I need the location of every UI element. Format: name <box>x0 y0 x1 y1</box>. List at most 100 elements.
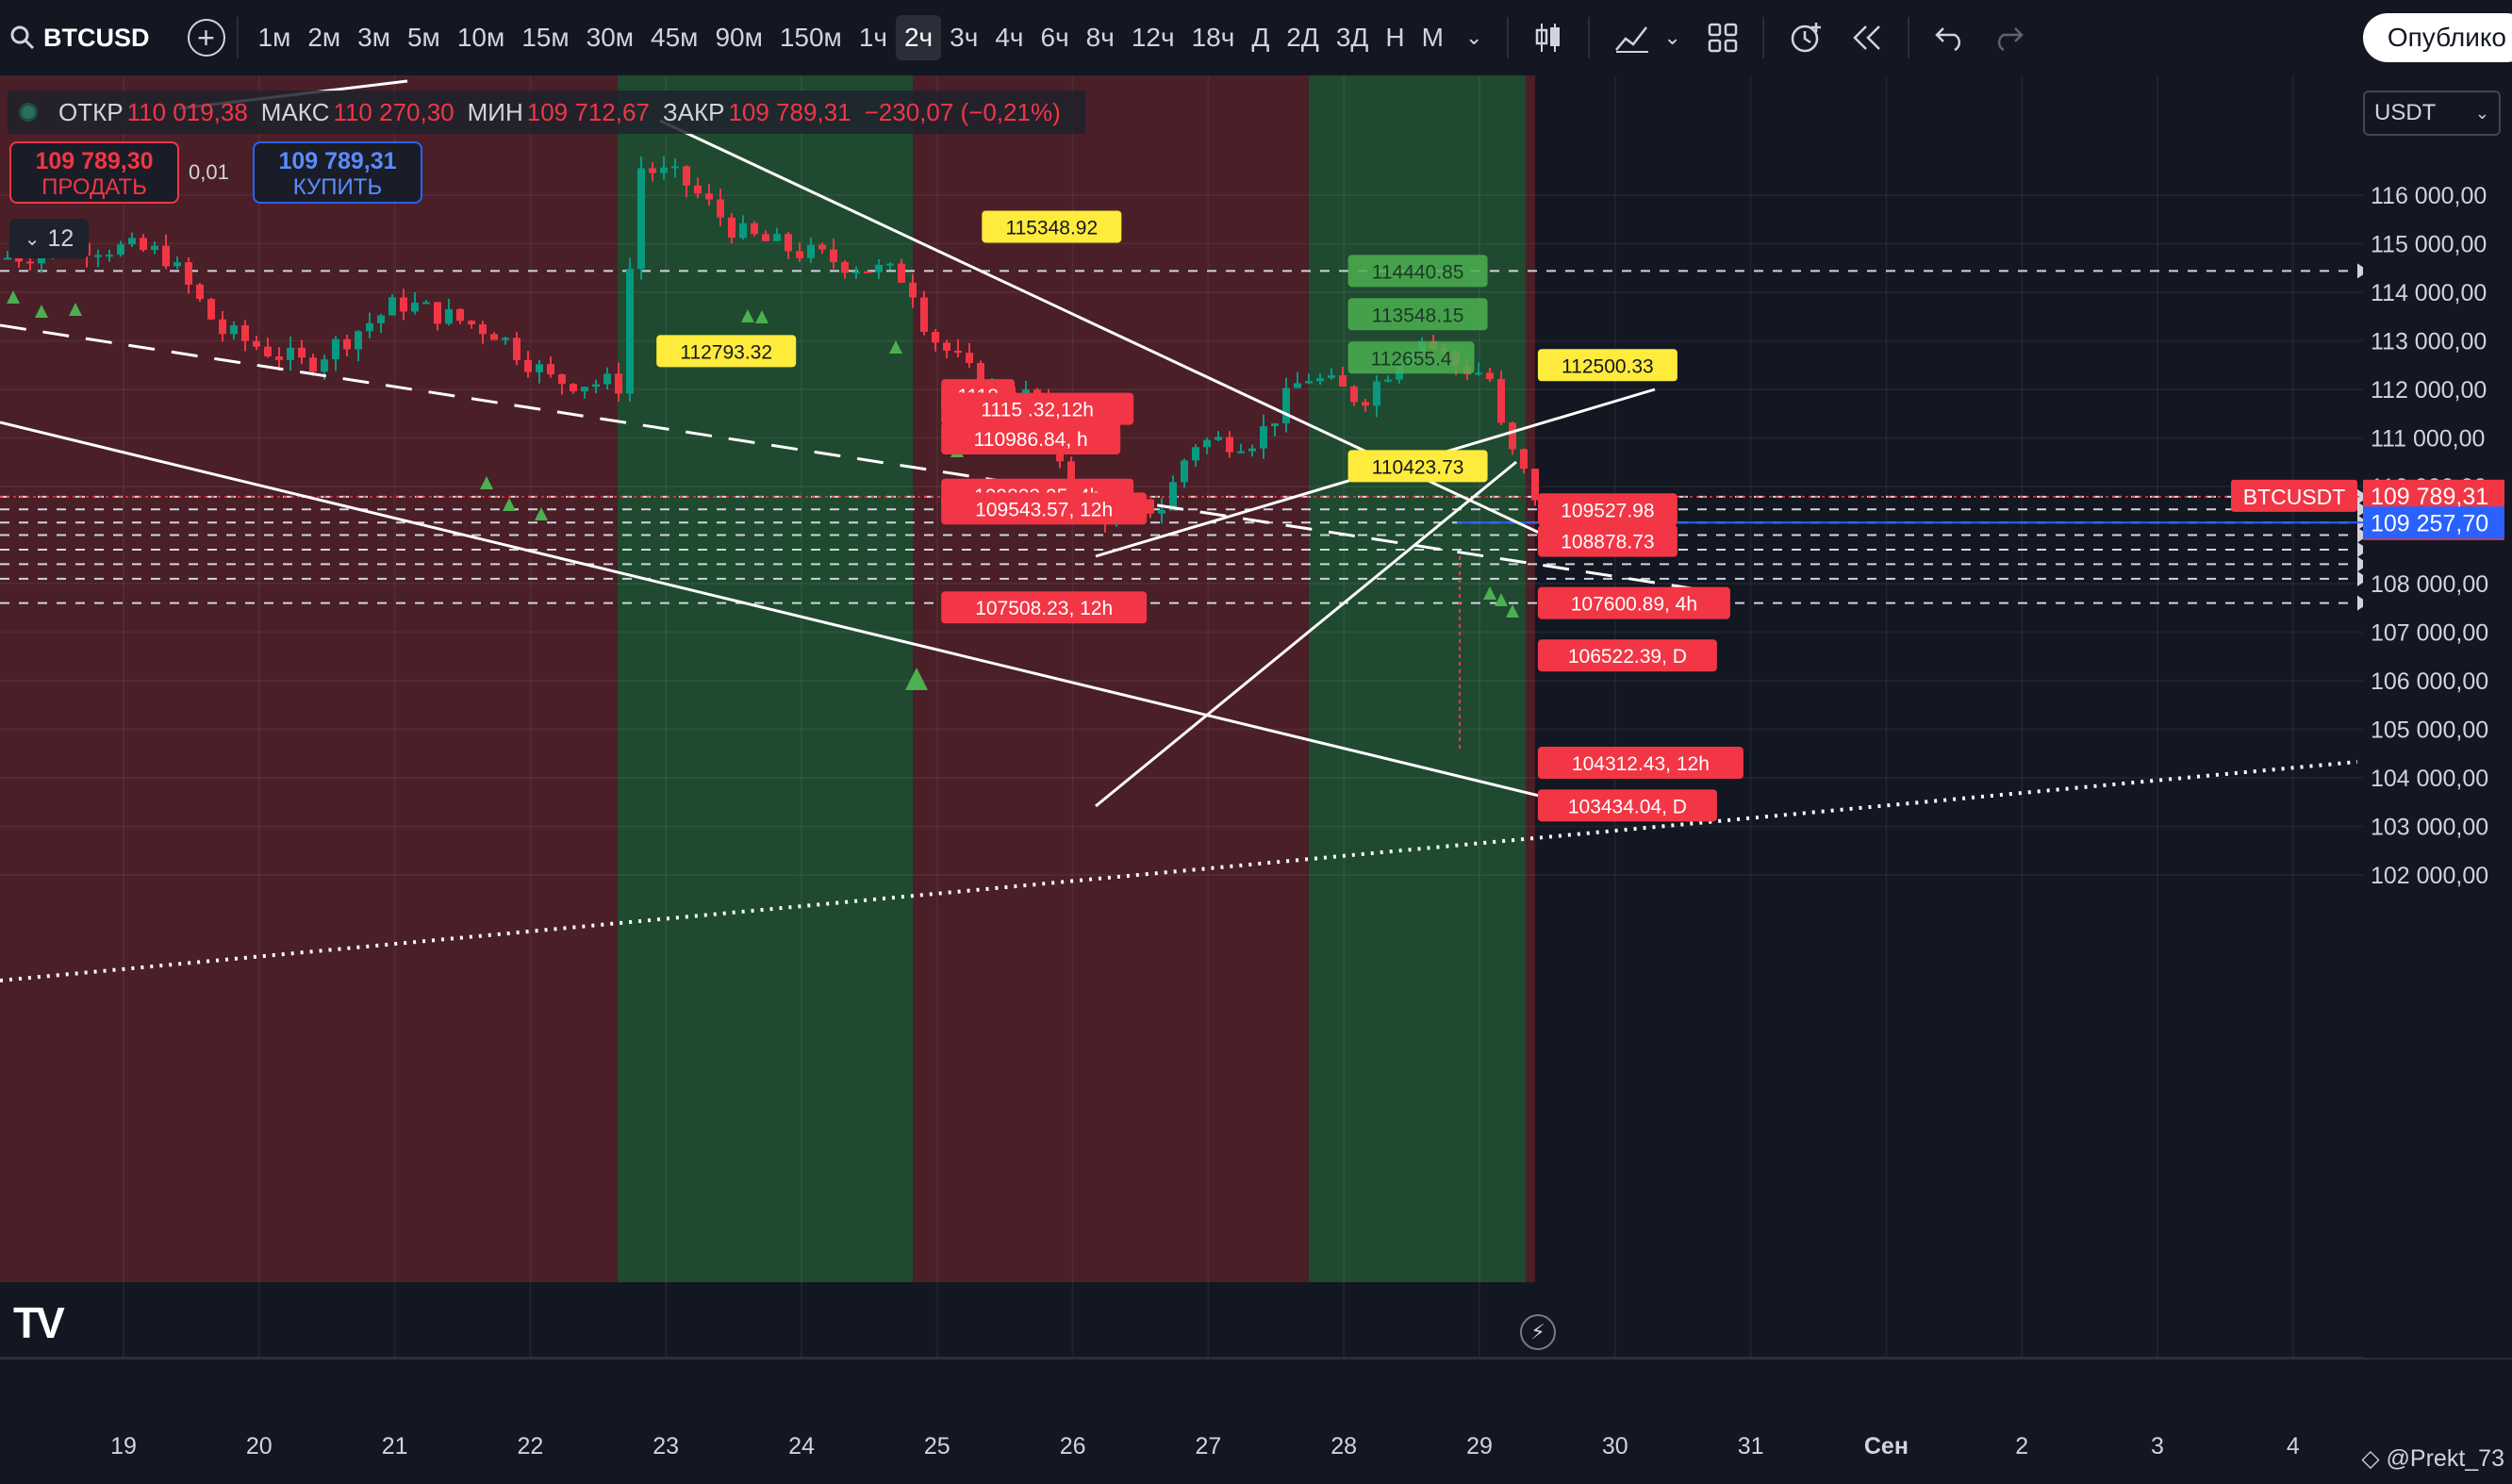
candle-body-45 <box>513 338 521 360</box>
indicators-icon[interactable] <box>1614 22 1650 54</box>
candle-body-43 <box>490 334 498 340</box>
layout-icon[interactable] <box>1708 23 1738 53</box>
indicators-collapse-button[interactable]: ⌄ 12 <box>9 219 89 258</box>
session-zone-4 <box>1526 75 1535 1358</box>
interval-5[interactable]: 15м <box>521 23 570 52</box>
candle-body-37 <box>422 302 430 305</box>
interval-11[interactable]: 2ч <box>895 15 942 60</box>
interval-21[interactable]: Н <box>1385 23 1405 52</box>
candle-body-105 <box>1192 447 1199 461</box>
interval-22[interactable]: М <box>1421 23 1444 52</box>
sell-button[interactable]: 109 789,30 ПРОДАТЬ <box>9 141 179 204</box>
candle-body-118 <box>1339 375 1347 387</box>
price-label-12: 109527.98 <box>1561 500 1654 521</box>
interval-8[interactable]: 90м <box>715 23 763 52</box>
time-label-2: 21 <box>381 1433 408 1459</box>
chevron-down-icon[interactable]: ⌄ <box>1663 25 1681 49</box>
redo-icon[interactable] <box>1992 25 2024 51</box>
visibility-icon[interactable] <box>19 103 38 122</box>
interval-6[interactable]: 30м <box>586 23 635 52</box>
interval-16[interactable]: 12ч <box>1131 23 1175 52</box>
candle-body-120 <box>1362 402 1369 406</box>
candle-body-102 <box>1158 509 1165 514</box>
order-quantity[interactable]: 0,01 <box>189 160 229 184</box>
price-tick-5: 111 000,00 <box>2371 426 2485 453</box>
interval-14[interactable]: 6ч <box>1040 23 1069 52</box>
symbol-search[interactable]: BTCUSD <box>9 24 150 53</box>
candle-body-130 <box>1475 372 1482 375</box>
close-value: 109 789,31 <box>728 97 851 126</box>
candle-body-82 <box>932 331 939 343</box>
time-label-5: 24 <box>788 1433 815 1459</box>
toolbar-divider <box>1907 17 1909 58</box>
candle-body-74 <box>841 261 849 273</box>
interval-0[interactable]: 1м <box>257 23 291 52</box>
undo-icon[interactable] <box>1934 25 1966 51</box>
candle-body-32 <box>366 322 373 332</box>
interval-20[interactable]: 3Д <box>1335 23 1369 52</box>
zones-layer <box>0 75 2512 1358</box>
buy-button[interactable]: 109 789,31 КУПИТЬ <box>253 141 422 204</box>
interval-18[interactable]: Д <box>1251 23 1270 52</box>
candle-body-46 <box>524 359 532 372</box>
candle-body-10 <box>117 244 124 256</box>
indicators-count: 12 <box>47 224 74 252</box>
price-label-14: 107508.23, 12h <box>975 598 1113 619</box>
search-icon <box>10 25 35 50</box>
interval-15[interactable]: 8ч <box>1085 23 1115 52</box>
chevron-down-icon[interactable]: ⌄ <box>1464 25 1483 49</box>
candle-body-133 <box>1509 422 1516 450</box>
candle-body-72 <box>818 244 826 250</box>
candle-body-30 <box>343 338 351 350</box>
price-label-6: 112655.4 <box>1371 348 1452 370</box>
replay-icon[interactable] <box>1849 24 1883 52</box>
interval-17[interactable]: 18ч <box>1191 23 1235 52</box>
candle-body-20 <box>230 325 238 335</box>
candle-body-62 <box>705 193 713 200</box>
price-tick-7: 108 000,00 <box>2371 571 2488 598</box>
candle-body-35 <box>400 297 407 312</box>
lightning-icon[interactable]: ⚡ <box>1520 1314 1556 1350</box>
time-label-16: 4 <box>2286 1433 2300 1459</box>
interval-9[interactable]: 150м <box>779 23 842 52</box>
price-label-bg-11 <box>941 492 1148 525</box>
candle-body-40 <box>456 308 464 322</box>
interval-19[interactable]: 2Д <box>1286 23 1319 52</box>
signal-triangle-7 <box>755 310 768 323</box>
candle-body-81 <box>920 297 928 332</box>
interval-10[interactable]: 1ч <box>858 23 887 52</box>
interval-4[interactable]: 10м <box>456 23 505 52</box>
time-label-15: 3 <box>2151 1433 2164 1459</box>
high-label: МАКС <box>260 97 330 126</box>
price-label-1: 112793.32 <box>680 341 772 363</box>
publish-button[interactable]: Опублико <box>2362 13 2512 62</box>
symbol-tag-bg <box>2231 479 2357 512</box>
candle-body-135 <box>1531 469 1539 501</box>
close-label: ЗАКР <box>662 97 725 126</box>
interval-12[interactable]: 3ч <box>950 23 979 52</box>
time-label-6: 25 <box>923 1433 950 1459</box>
candle-body-75 <box>852 271 860 273</box>
interval-2[interactable]: 3м <box>357 23 390 52</box>
candle-body-59 <box>671 166 679 169</box>
time-axis[interactable]: 19 20 21 22 23 24 25 26 27 28 29 30 31 Сен 2 3 4 <box>0 1358 2512 1484</box>
price-label-bg-2 <box>1537 349 1677 382</box>
currency-select[interactable]: USDT ⌄ <box>2363 91 2501 136</box>
candle-body-106 <box>1203 439 1211 448</box>
interval-3[interactable]: 5м <box>406 23 440 52</box>
candle-body-53 <box>603 373 611 385</box>
candle-body-26 <box>298 347 306 358</box>
price-chart[interactable]: 115348.92 112793.32 112500.33 110423.73 1144… <box>0 75 2512 1358</box>
candle-body-131 <box>1486 372 1494 380</box>
candle-body-109 <box>1237 451 1245 453</box>
add-symbol-icon[interactable]: + <box>187 19 225 57</box>
candles-icon[interactable] <box>1533 22 1563 54</box>
candle-body-34 <box>388 297 396 316</box>
candle-body-38 <box>434 302 441 324</box>
candle-body-48 <box>547 364 554 375</box>
interval-7[interactable]: 45м <box>651 23 699 52</box>
price-label-bg-8 <box>941 392 1134 425</box>
interval-13[interactable]: 4ч <box>995 23 1024 52</box>
alert-icon[interactable] <box>1789 21 1823 55</box>
interval-1[interactable]: 2м <box>307 23 341 52</box>
